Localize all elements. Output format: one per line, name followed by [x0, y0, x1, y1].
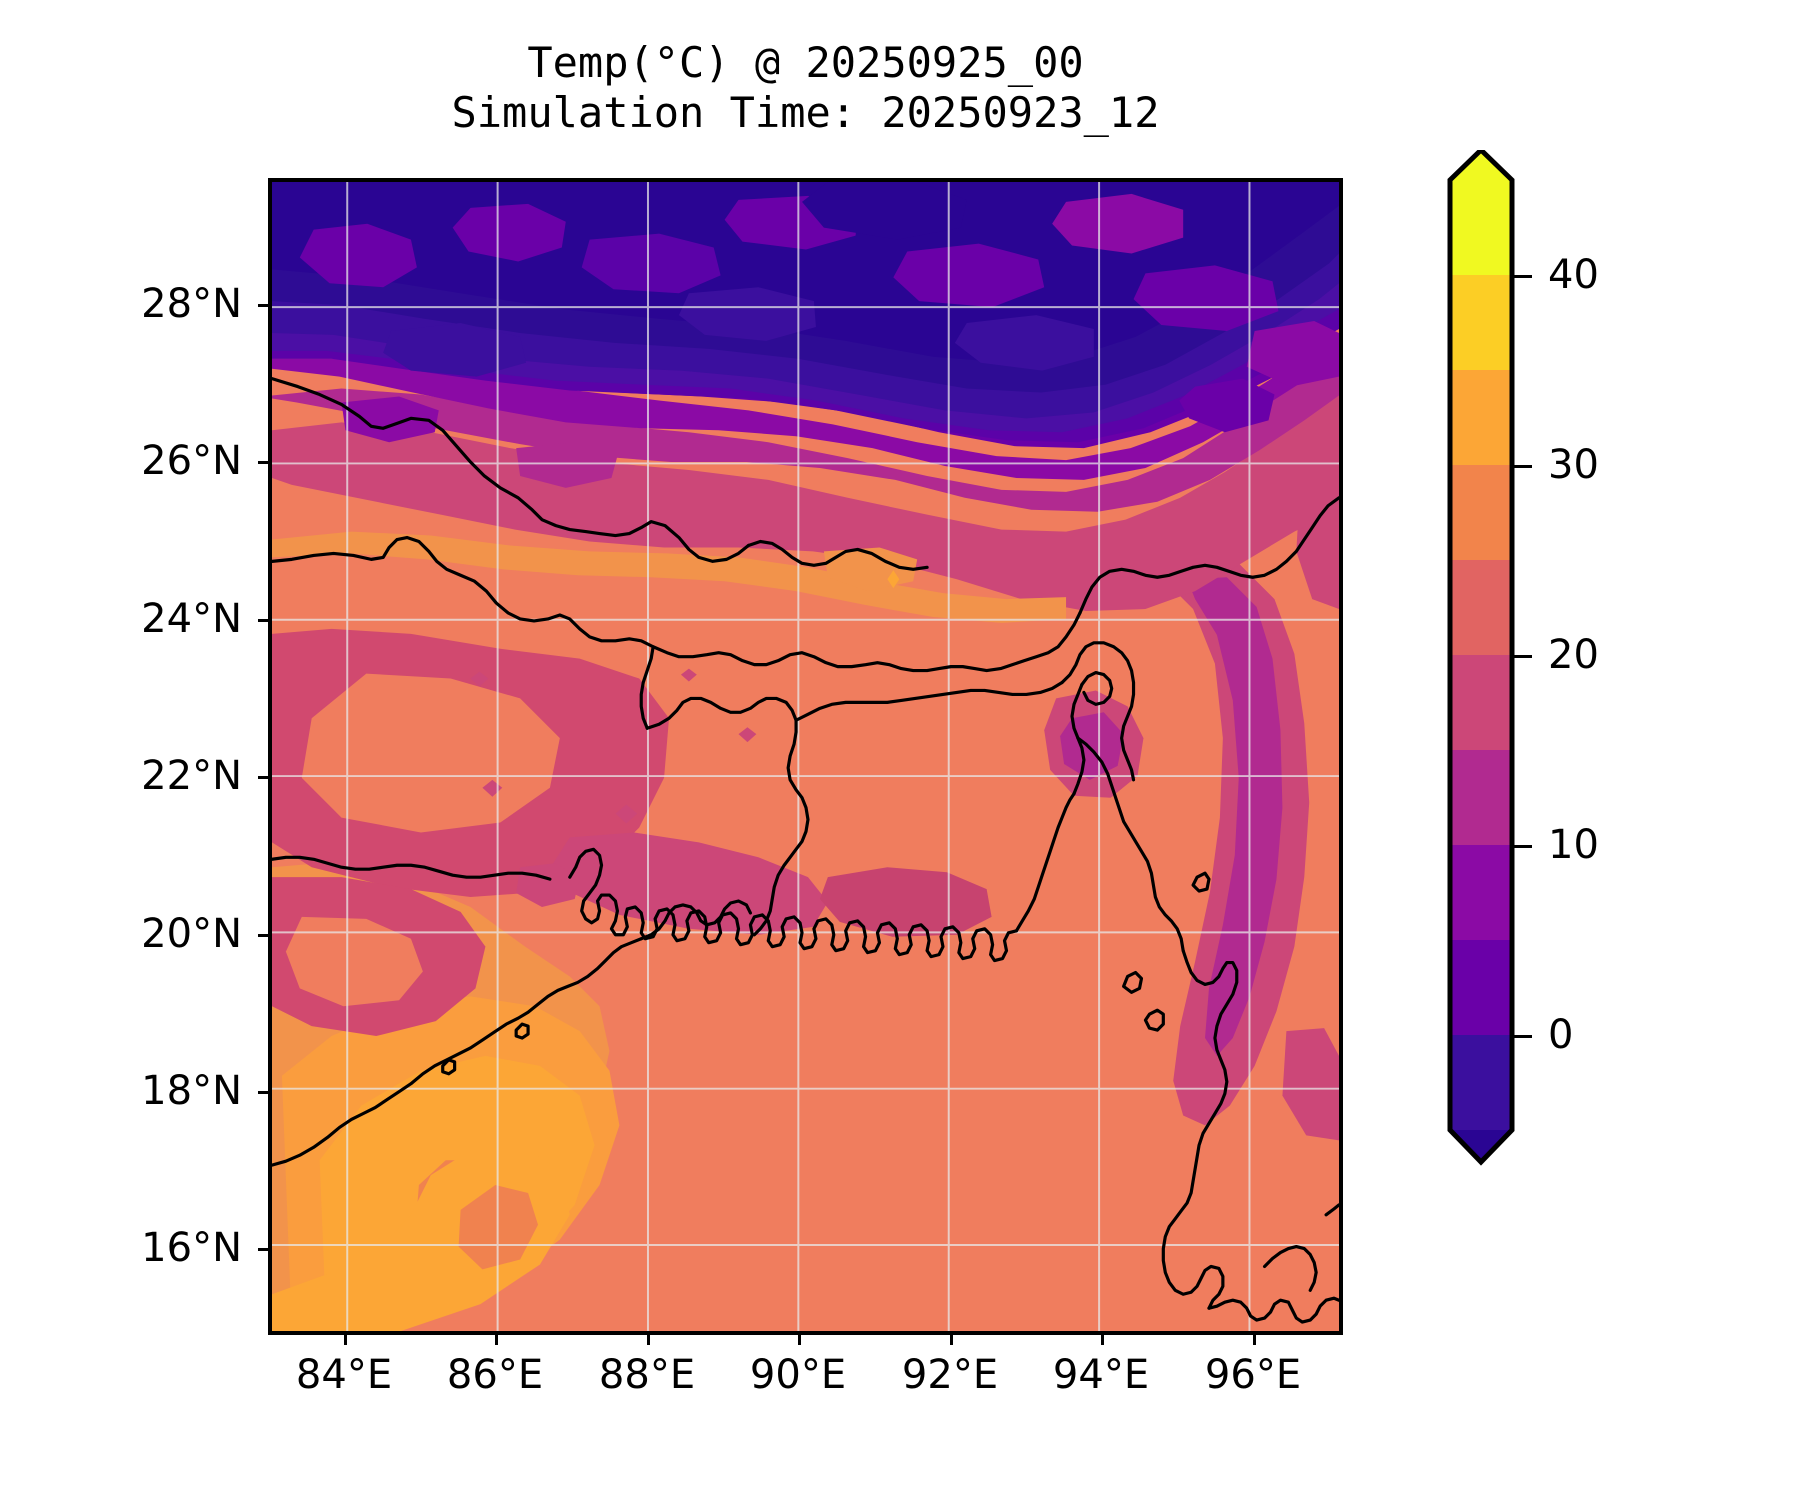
ytick-label-22N: 22°N	[141, 753, 242, 799]
cb-tick-mark-10	[1514, 845, 1532, 848]
colorbar[interactable]: 0 10 20 30 40	[1430, 150, 1760, 1340]
temperature-contour-map	[272, 182, 1339, 1331]
xtick-mark-96E	[1253, 1335, 1256, 1345]
cb-tick-label-20: 20	[1548, 632, 1599, 678]
ytick-label-28N: 28°N	[141, 281, 242, 327]
title-line-1: Temp(°C) @ 20250925_00	[527, 38, 1084, 87]
ytick-mark-24N	[258, 619, 268, 622]
cb-tick-mark-0	[1514, 1035, 1532, 1038]
ytick-mark-20N	[258, 934, 268, 937]
xtick-label-90E: 90°E	[749, 1352, 847, 1398]
map-axes[interactable]	[268, 178, 1343, 1335]
title-line-2: Simulation Time: 20250923_12	[451, 87, 1160, 137]
ytick-label-24N: 24°N	[141, 596, 242, 642]
xtick-label-96E: 96°E	[1204, 1352, 1302, 1398]
cb-tick-mark-20	[1514, 655, 1532, 658]
colorbar-gradient	[1447, 150, 1515, 1166]
xtick-label-94E: 94°E	[1052, 1352, 1150, 1398]
ytick-mark-28N	[258, 304, 268, 307]
cb-tick-label-40: 40	[1548, 252, 1599, 298]
xtick-mark-88E	[647, 1335, 650, 1345]
ytick-label-18N: 18°N	[141, 1068, 242, 1114]
xtick-mark-90E	[798, 1335, 801, 1345]
xtick-label-92E: 92°E	[901, 1352, 999, 1398]
xtick-label-84E: 84°E	[295, 1352, 393, 1398]
cb-tick-mark-30	[1514, 465, 1532, 468]
ytick-mark-22N	[258, 776, 268, 779]
xtick-label-88E: 88°E	[598, 1352, 696, 1398]
xtick-label-86E: 86°E	[446, 1352, 544, 1398]
xtick-mark-84E	[344, 1335, 347, 1345]
ytick-label-26N: 26°N	[141, 438, 242, 484]
ytick-mark-16N	[258, 1248, 268, 1251]
cb-tick-label-0: 0	[1548, 1012, 1574, 1058]
ytick-mark-26N	[258, 461, 268, 464]
xtick-mark-86E	[495, 1335, 498, 1345]
xtick-mark-92E	[950, 1335, 953, 1345]
cb-tick-label-10: 10	[1548, 822, 1599, 868]
ytick-mark-18N	[258, 1091, 268, 1094]
xtick-mark-94E	[1101, 1335, 1104, 1345]
chart-title: Temp(°C) @ 20250925_00 Simulation Time: …	[268, 38, 1343, 137]
cb-tick-mark-40	[1514, 275, 1532, 278]
cb-tick-label-30: 30	[1548, 442, 1599, 488]
ytick-label-16N: 16°N	[141, 1225, 242, 1271]
ytick-label-20N: 20°N	[141, 911, 242, 957]
